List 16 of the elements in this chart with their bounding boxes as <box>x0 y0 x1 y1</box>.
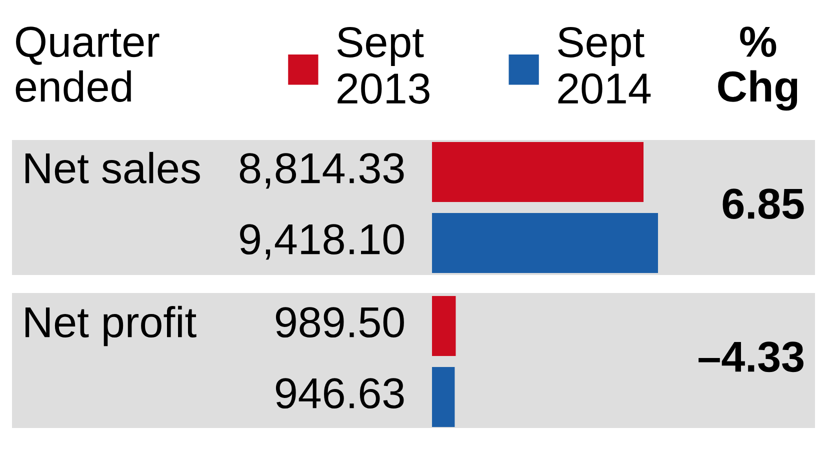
bar <box>432 296 456 356</box>
text: Quarter ended <box>16 26 160 102</box>
text: 6.85 <box>722 188 804 220</box>
bar <box>432 367 455 427</box>
text: % Chg <box>718 26 798 111</box>
data-label: 9,418.10 <box>240 224 404 260</box>
y-tick-label: Net sales <box>26 152 200 184</box>
legend-label: Sept 2013 <box>337 26 430 104</box>
legend-label: Sept 2014 <box>558 26 651 104</box>
data-label: 989.50 <box>276 307 404 338</box>
data-label: 946.63 <box>276 378 404 409</box>
data-label: 8,814.33 <box>240 153 404 189</box>
y-tick-label: Net profit <box>26 306 196 346</box>
bar <box>432 142 644 202</box>
bar <box>432 213 658 273</box>
text: –4.33 <box>698 342 804 372</box>
